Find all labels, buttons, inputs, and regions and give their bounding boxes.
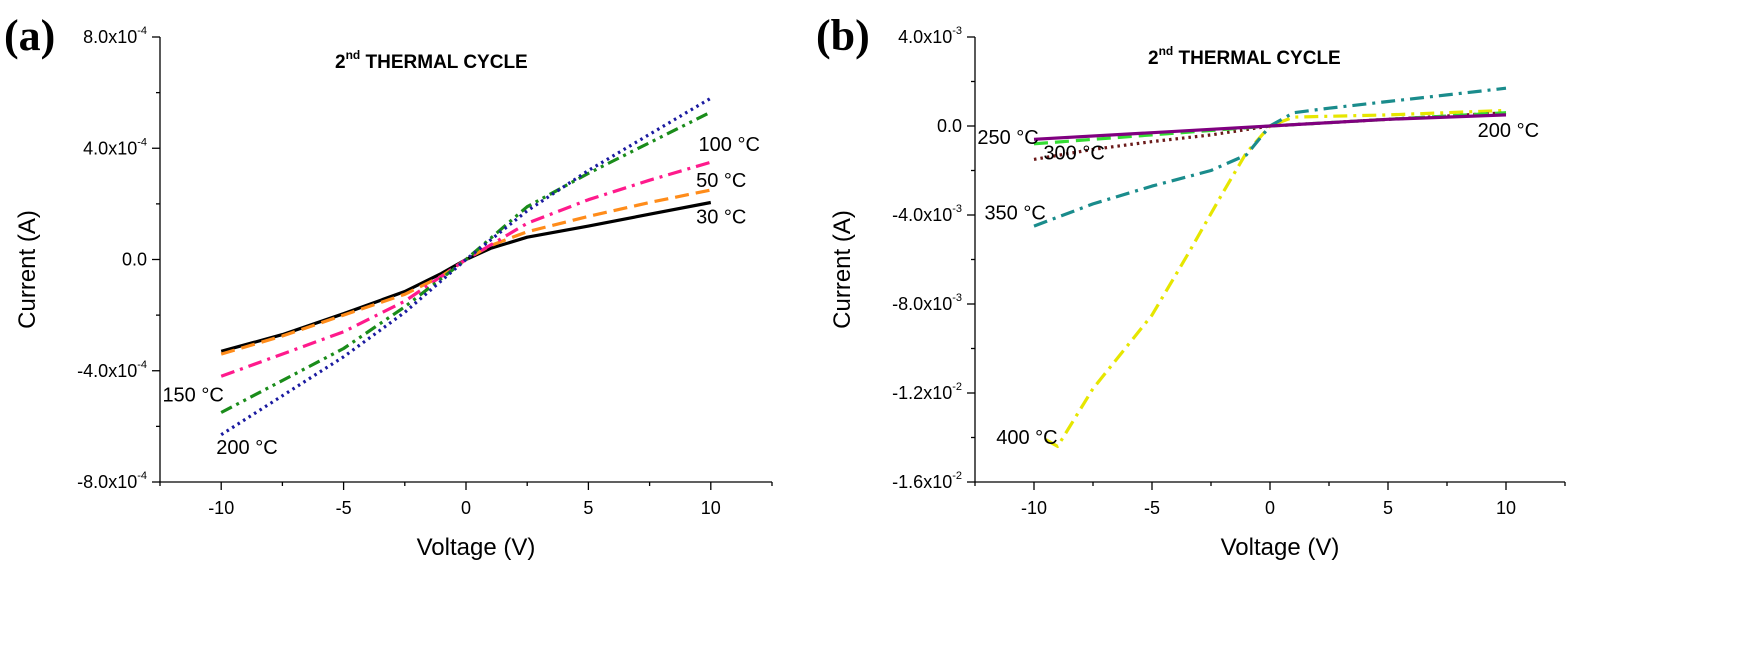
- panel-b-series-300c: [1033, 111, 1507, 161]
- panel-b-series-200c: [1033, 113, 1507, 141]
- panel-b-y-tick-label: 4.0x10-3: [898, 25, 962, 47]
- panel-b-y-tick-label: -8.0x10-3: [892, 292, 962, 314]
- panel-b-y-tick-label: -1.2x10-2: [892, 381, 962, 403]
- panel-a-series-200c: [220, 96, 712, 437]
- panel-a-x-tick-label: 0: [461, 498, 471, 518]
- panel-b-title: 2nd THERMAL CYCLE: [1148, 44, 1341, 69]
- panel-a-y-tick-label: -8.0x10-4: [77, 470, 147, 492]
- panel-b-annotation: 400 °C: [996, 427, 1057, 449]
- panel-a-series-30c: [220, 200, 712, 353]
- panel-a-y-tick-label: -4.0x10-4: [77, 359, 147, 381]
- panel-a-x-tick-label: -5: [336, 498, 352, 518]
- panel-a-annotation: 30 °C: [696, 206, 746, 228]
- panel-a-annotation: 150 °C: [162, 384, 223, 406]
- panel-b-x-tick-label: -5: [1144, 498, 1160, 518]
- panel-b-x-tick-label: 0: [1265, 498, 1275, 518]
- panel-a-y-tick-label: 8.0x10-4: [83, 25, 147, 47]
- panel-a-series-150c: [220, 110, 712, 414]
- panel-b-x-tick-label: 10: [1496, 498, 1516, 518]
- panel-a-x-tick-label: 5: [583, 498, 593, 518]
- panel-a-annotation: 100 °C: [699, 134, 760, 156]
- panel-b-series-400c: [1045, 108, 1507, 448]
- panel-b-y-tick-label: 0.0: [937, 116, 962, 136]
- panel-b-y-tick-label: -4.0x10-3: [892, 203, 962, 225]
- panel-b-x-axis-label: Voltage (V): [1221, 534, 1340, 561]
- panel-a-annotation: 50 °C: [696, 170, 746, 192]
- panel-a-series-100c: [220, 160, 712, 378]
- panel-b-annotation: 350 °C: [984, 202, 1045, 224]
- panel-a-y-tick-label: 4.0x10-4: [83, 136, 147, 158]
- panel-a-x-tick-label: 10: [701, 498, 721, 518]
- panel-b-x-tick-label: 5: [1383, 498, 1393, 518]
- panel-b-axes: [974, 37, 1565, 483]
- panel-b-y-tick-label: -1.6x10-2: [892, 470, 962, 492]
- panel-a-title: 2nd THERMAL CYCLE: [335, 48, 528, 73]
- panel-b: (b) -10 -5 0 5 10 4.0x10-3 0.0 -4.0x10-3 -8.0x10-…: [816, 11, 1566, 561]
- panel-b-annotation: 250 °C: [977, 127, 1038, 149]
- panel-a-label: (a): [4, 11, 55, 60]
- panel-a: (a) -10 -5 0 5 10 8.0x10-4 4.0x10-4 0.0 -4.0x10-4…: [4, 11, 773, 561]
- panel-b-annotation: 200 °C: [1478, 120, 1539, 142]
- panel-a-y-axis-label: Current (A): [14, 210, 41, 329]
- panel-a-y-tick-label: 0.0: [122, 250, 147, 270]
- panel-b-y-axis-label: Current (A): [829, 210, 856, 329]
- panel-b-label: (b): [816, 11, 870, 60]
- panel-a-x-tick-label: -10: [208, 498, 234, 518]
- panel-b-annotation: 300 °C: [1043, 142, 1104, 164]
- panel-a-annotation: 200 °C: [216, 437, 277, 459]
- panel-a-x-axis-label: Voltage (V): [417, 534, 536, 561]
- panel-b-x-tick-label: -10: [1021, 498, 1047, 518]
